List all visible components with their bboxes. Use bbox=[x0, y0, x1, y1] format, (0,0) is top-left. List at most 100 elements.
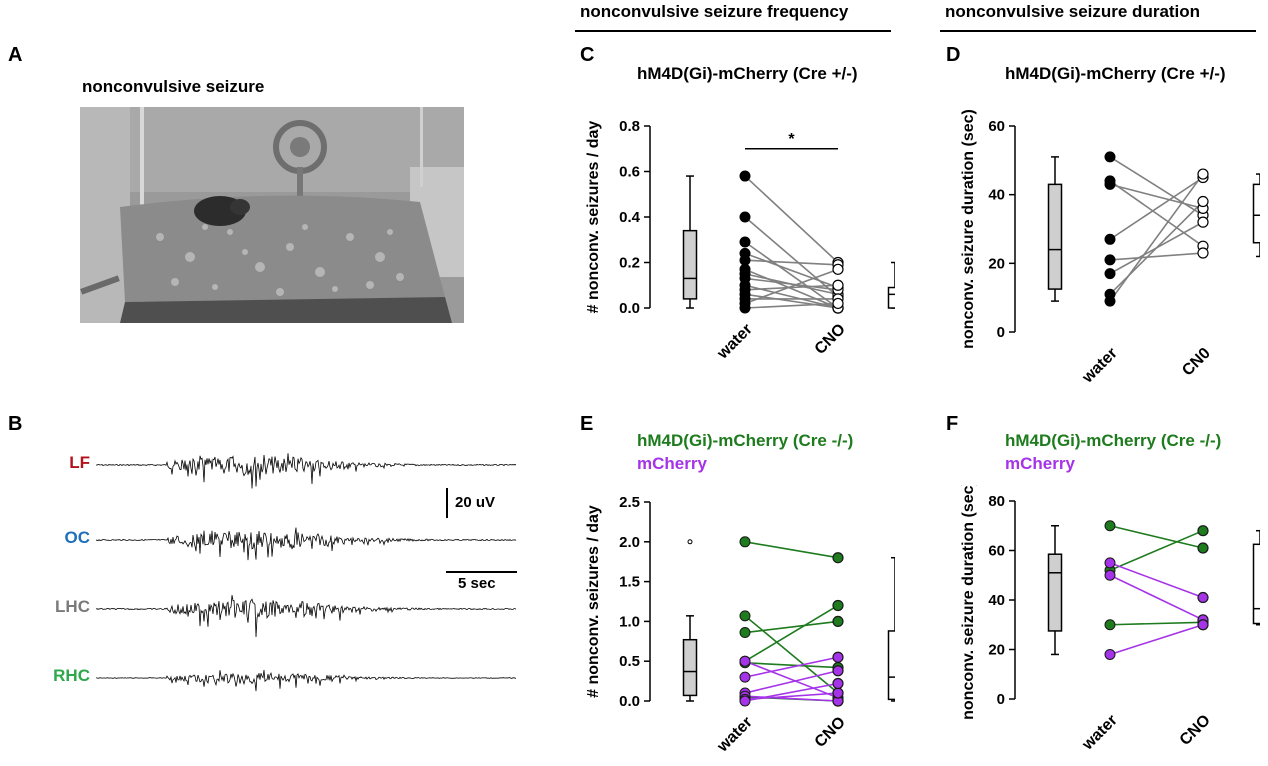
pair-line bbox=[744, 302, 839, 309]
category-label: water bbox=[1079, 345, 1121, 387]
y-tick-label: 80 bbox=[988, 493, 1005, 510]
eeg-trace-oc bbox=[96, 527, 517, 561]
pair-line bbox=[1109, 623, 1204, 656]
panel-d-title: hM4D(Gi)-mCherry (Cre +/-) bbox=[1005, 64, 1226, 83]
chart-f: 0 20 40 60 80 nonconv. seizure duration (sec)… bbox=[960, 485, 1260, 754]
significance-marker: * bbox=[788, 131, 795, 148]
duration-section-header: nonconvulsive seizure duration bbox=[945, 2, 1201, 21]
cno-point bbox=[1197, 168, 1209, 180]
box bbox=[1252, 183, 1260, 244]
pair-line bbox=[744, 695, 839, 702]
panel-c-title: hM4D(Gi)-mCherry (Cre +/-) bbox=[637, 64, 858, 83]
channel-label-lf: LF bbox=[69, 453, 90, 472]
category-label: water bbox=[1079, 712, 1121, 754]
panel-f-subtitle: mCherry bbox=[1005, 454, 1075, 473]
water-point bbox=[1104, 151, 1116, 163]
pair-line bbox=[744, 252, 839, 289]
y-tick-label: 0.8 bbox=[619, 118, 640, 135]
panel-e-title: hM4D(Gi)-mCherry (Cre -/-) bbox=[637, 431, 854, 450]
y-tick-label: 1.5 bbox=[619, 574, 640, 591]
panel-letter-e: E bbox=[580, 413, 594, 435]
y-axis-label: nonconv. seizure duration (sec) bbox=[960, 485, 977, 720]
pair-line bbox=[744, 669, 839, 694]
category-label: water bbox=[714, 321, 756, 363]
y-axis-label: # nonconv. seizures / day bbox=[585, 121, 602, 314]
water-point bbox=[739, 671, 751, 683]
panel-letter-f: F bbox=[946, 413, 959, 435]
chart-d: 0 20 40 60 nonconv. seizure duration (sec) wa… bbox=[960, 110, 1260, 387]
eeg-trace-lf bbox=[96, 453, 517, 489]
water-point bbox=[739, 536, 751, 548]
y-tick-label: 0.4 bbox=[619, 209, 641, 226]
y-tick-label: 0 bbox=[997, 324, 1005, 341]
chart-c: 0.0 0.2 0.4 0.6 0.8 # nonconv. seizures / day… bbox=[585, 118, 895, 363]
water-point bbox=[1104, 619, 1116, 631]
pair-line bbox=[744, 620, 839, 634]
box bbox=[887, 286, 895, 309]
box bbox=[682, 638, 698, 697]
pair-line bbox=[1109, 252, 1204, 261]
seizure-video-still-drawing bbox=[80, 107, 464, 323]
pair-line bbox=[744, 277, 839, 291]
pair-line bbox=[1109, 574, 1204, 621]
pair-line bbox=[1109, 180, 1204, 247]
water-point bbox=[739, 610, 751, 622]
y-tick-label: 2.0 bbox=[619, 534, 640, 551]
panel-a-title: nonconvulsive seizure bbox=[82, 77, 265, 96]
category-label: CNO bbox=[812, 321, 849, 358]
channel-label-oc: OC bbox=[64, 528, 91, 547]
panel-f-title: hM4D(Gi)-mCherry (Cre -/-) bbox=[1005, 431, 1222, 450]
box bbox=[1252, 543, 1260, 625]
pair-line bbox=[1109, 200, 1204, 295]
y-tick-label: 0 bbox=[997, 691, 1005, 708]
pair-line bbox=[1109, 621, 1204, 626]
cno-point bbox=[832, 599, 844, 612]
y-tick-label: 20 bbox=[988, 642, 1005, 659]
pair-line bbox=[1109, 562, 1204, 599]
pair-line bbox=[1109, 176, 1204, 240]
y-axis-label: # nonconv. seizures / day bbox=[585, 505, 602, 698]
channel-label-lhc: LHC bbox=[55, 597, 90, 616]
pair-line bbox=[744, 241, 839, 309]
water-point bbox=[1104, 569, 1116, 581]
cno-point bbox=[1197, 591, 1209, 604]
panel-letter-d: D bbox=[946, 44, 961, 66]
cno-point bbox=[832, 665, 844, 677]
water-point bbox=[739, 170, 751, 182]
time-scale-label: 5 sec bbox=[458, 575, 496, 592]
box bbox=[887, 630, 895, 701]
pair-line bbox=[744, 284, 839, 291]
pair-line bbox=[744, 175, 839, 264]
panel-e-subtitle: mCherry bbox=[637, 454, 707, 473]
category-label: water bbox=[714, 714, 756, 756]
y-tick-label: 2.5 bbox=[619, 494, 640, 511]
cno-point bbox=[1197, 619, 1209, 631]
water-point bbox=[739, 211, 751, 223]
y-tick-label: 0.2 bbox=[619, 255, 640, 272]
cno-point bbox=[1197, 542, 1209, 554]
channel-label-rhc: RHC bbox=[53, 666, 90, 685]
y-tick-label: 0.6 bbox=[619, 164, 640, 181]
panel-letter-c: C bbox=[580, 44, 595, 66]
box bbox=[1047, 553, 1063, 632]
y-tick-label: 20 bbox=[988, 255, 1005, 272]
water-point bbox=[739, 236, 751, 248]
cno-point bbox=[832, 279, 844, 291]
water-point bbox=[739, 655, 751, 667]
category-label: CN0 bbox=[1179, 345, 1214, 380]
water-point bbox=[1104, 648, 1116, 660]
pair-line bbox=[1109, 529, 1204, 572]
panel-letter-a: A bbox=[8, 44, 23, 66]
water-point bbox=[1104, 233, 1116, 245]
pair-line bbox=[744, 604, 839, 662]
cno-point bbox=[832, 552, 844, 564]
cno-point bbox=[1197, 216, 1209, 228]
water-point bbox=[739, 627, 751, 639]
cno-point bbox=[832, 651, 844, 663]
duration-section-rule bbox=[940, 30, 1256, 32]
eeg-trace-lhc bbox=[96, 595, 517, 638]
y-tick-label: 1.0 bbox=[619, 613, 640, 630]
frequency-section-header: nonconvulsive seizure frequency bbox=[580, 2, 849, 21]
chart-e: 0.0 0.5 1.0 1.5 2.0 2.5 # nonconv. seizures / … bbox=[585, 494, 895, 756]
cno-point bbox=[832, 687, 844, 699]
